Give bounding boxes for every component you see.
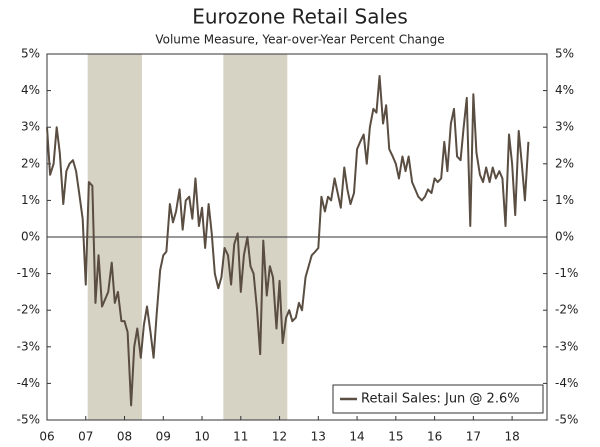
plot-frame <box>46 53 548 421</box>
y-tick-label: 1% <box>21 193 40 207</box>
y2-tick-label: 1% <box>555 193 574 207</box>
x-tick-label: 06 <box>39 430 54 444</box>
legend-label: Retail Sales: Jun @ 2.6% <box>361 392 520 407</box>
chart-subtitle: Volume Measure, Year-over-Year Percent C… <box>155 33 444 47</box>
x-tick-label: 15 <box>388 430 403 444</box>
chart-title: Eurozone Retail Sales <box>192 5 408 29</box>
y-tick-label: 3% <box>21 120 40 134</box>
y-tick-label: -5% <box>17 413 40 427</box>
x-tick-label: 08 <box>117 430 132 444</box>
x-tick-label: 07 <box>78 430 93 444</box>
x-tick-label: 18 <box>504 430 519 444</box>
y2-tick-label: -1% <box>555 266 578 280</box>
y-tick-label: -3% <box>17 339 40 353</box>
x-tick-label: 11 <box>233 430 248 444</box>
x-tick-label: 12 <box>272 430 287 444</box>
x-tick-label: 10 <box>194 430 209 444</box>
y-tick-label: -1% <box>17 266 40 280</box>
y2-tick-label: 3% <box>555 120 574 134</box>
y-tick-label: -2% <box>17 303 40 317</box>
x-tick-label: 17 <box>466 430 481 444</box>
legend-box <box>332 384 544 414</box>
data-line <box>46 74 530 407</box>
y-tick-label: 2% <box>21 156 40 170</box>
y-tick-label: 0% <box>21 230 40 244</box>
y-tick-label: 5% <box>21 47 40 61</box>
x-tick-label: 13 <box>311 430 326 444</box>
x-tick-label: 14 <box>349 430 364 444</box>
y2-tick-label: 2% <box>555 156 574 170</box>
y2-tick-label: 4% <box>555 83 574 97</box>
y2-tick-label: -4% <box>555 376 578 390</box>
y-tick-label: -4% <box>17 376 40 390</box>
y-tick-label: 4% <box>21 83 40 97</box>
y2-tick-label: 5% <box>555 47 574 61</box>
x-tick-label: 16 <box>427 430 442 444</box>
y2-tick-label: 0% <box>555 230 574 244</box>
y2-tick-label: -3% <box>555 339 578 353</box>
x-tick-label: 09 <box>156 430 171 444</box>
y2-tick-label: -2% <box>555 303 578 317</box>
y2-tick-label: -5% <box>555 413 578 427</box>
